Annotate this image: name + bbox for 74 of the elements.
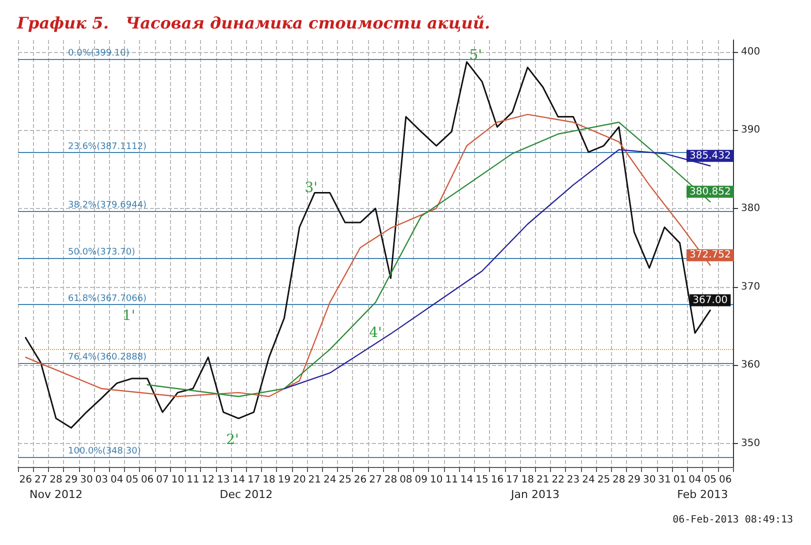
x-tick-label: 14: [232, 474, 245, 486]
x-tick-label: 04: [688, 474, 702, 486]
y-tick-label: 370: [741, 281, 760, 292]
x-tick-label: 08: [400, 474, 412, 486]
x-tick-label: 21: [536, 474, 550, 486]
x-tick-label: 15: [476, 474, 488, 486]
x-tick-label: 27: [34, 474, 48, 486]
x-tick-label: 18: [262, 474, 276, 486]
x-tick-label: 24: [582, 474, 595, 486]
annotation: 3': [304, 180, 318, 196]
data-label: 367.00: [692, 294, 728, 306]
x-tick-label: 10: [430, 474, 443, 486]
ref-line-label: 100.0%(348.30): [68, 446, 141, 456]
x-tick-label: 17: [506, 474, 519, 486]
x-tick-label: 12: [202, 474, 215, 486]
x-tick-label: 23: [566, 474, 580, 486]
x-tick-label: 09: [414, 474, 428, 486]
x-tick-label: 25: [597, 474, 610, 486]
y-tick-label: 350: [741, 438, 760, 449]
y-tick-label: 400: [741, 46, 760, 58]
x-tick-label: 11: [186, 474, 200, 486]
ref-line-label: 61.8%(367.7066): [68, 294, 147, 304]
x-tick-label: 11: [445, 474, 458, 486]
annotation: 4': [369, 325, 382, 342]
x-tick-label: 18: [521, 474, 534, 486]
ref-line-label: 76.4%(360.2888): [68, 352, 147, 362]
ref-line-label: 38.2%(379.6944): [68, 200, 147, 210]
ref-line-label: 23.6%(387.1112): [68, 142, 147, 152]
x-tick-label: 25: [338, 474, 352, 486]
x-tick-label: 30: [80, 474, 93, 486]
ref-line-label: 50.0%(373.70): [68, 247, 136, 258]
x-tick-label: 28: [50, 474, 62, 486]
x-tick-label: 07: [156, 474, 169, 486]
text: Feb 2013: [677, 488, 728, 501]
x-tick-label: 27: [369, 474, 382, 486]
x-tick-label: 20: [293, 474, 306, 486]
x-tick-label: 14: [460, 474, 474, 486]
x-tick-label: 16: [490, 474, 504, 486]
x-tick-label: 17: [247, 474, 260, 486]
x-tick-label: 26: [19, 474, 32, 486]
x-tick-label: 28: [384, 474, 398, 486]
x-tick-label: 04: [110, 474, 124, 486]
data-label: 385.432: [690, 150, 731, 162]
x-tick-label: 21: [308, 474, 322, 486]
x-tick-label: 19: [278, 474, 291, 486]
x-tick-label: 01: [673, 474, 686, 486]
x-tick-label: 29: [628, 474, 640, 486]
x-tick-label: 05: [126, 474, 138, 486]
data-label: 380.852: [690, 186, 731, 198]
x-tick-label: 03: [95, 474, 108, 486]
y-tick-label: 380: [741, 202, 760, 214]
x-tick-label: 29: [64, 474, 78, 486]
x-tick-label: 10: [171, 474, 184, 486]
x-tick-label: 24: [323, 474, 336, 486]
text: Nov 2012: [30, 488, 83, 501]
x-tick-label: 28: [612, 474, 626, 486]
y-tick-label: 360: [741, 360, 760, 371]
x-tick-label: 26: [354, 474, 367, 486]
text: Dec 2012: [220, 488, 273, 501]
y-tick-label: 390: [741, 124, 760, 136]
data-label: 372.752: [690, 250, 731, 261]
chart-title: График 5. Часовая динамика стоимости акций.: [16, 14, 490, 32]
annotation: 1': [122, 308, 136, 324]
x-tick-label: 22: [552, 474, 564, 486]
x-tick-label: 30: [642, 474, 656, 486]
x-tick-label: 13: [217, 474, 230, 486]
x-tick-label: 06: [719, 474, 732, 486]
ref-line-label: 0.0%(399.10): [68, 48, 130, 58]
text: Jan 2013: [510, 488, 560, 501]
x-tick-label: 06: [140, 474, 154, 486]
text: 06-Feb-2013 08:49:13: [672, 514, 794, 526]
x-tick-label: 05: [704, 474, 717, 486]
annotation: 2': [226, 432, 239, 448]
x-tick-label: 31: [658, 474, 671, 486]
